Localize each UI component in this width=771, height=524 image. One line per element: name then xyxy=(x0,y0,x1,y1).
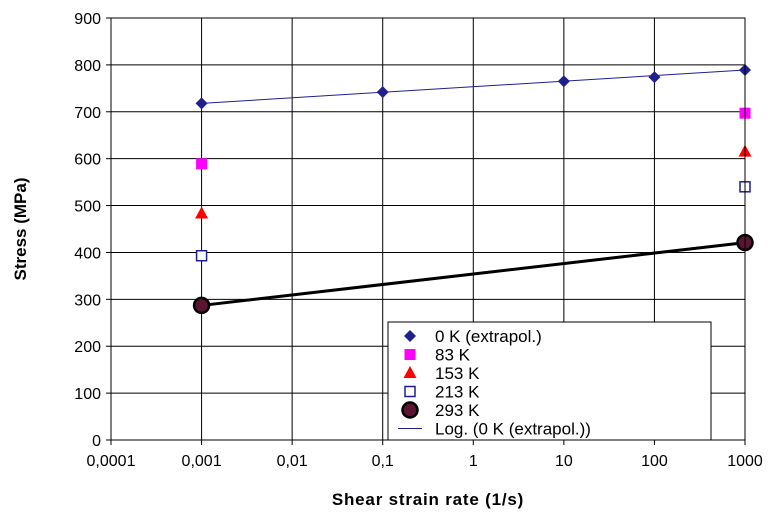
legend-label: 0 K (extrapol.) xyxy=(435,327,542,346)
legend-marker xyxy=(404,385,416,398)
y-tick-label: 200 xyxy=(74,339,101,356)
data-point xyxy=(195,97,208,110)
x-tick-label: 100 xyxy=(641,453,668,470)
x-tick-label: 0,001 xyxy=(182,453,222,470)
legend-label: 153 K xyxy=(435,364,480,383)
y-tick-label: 800 xyxy=(74,58,101,75)
x-tick-label: 0,0001 xyxy=(87,453,136,470)
legend-box xyxy=(387,321,712,441)
x-tick-label: 0,1 xyxy=(372,453,394,470)
x-axis-ticks: 0,0001 0,001 0,01 0,1 1 10 100 1000 xyxy=(87,440,763,470)
legend-label: 293 K xyxy=(435,401,480,420)
x-axis-title: Shear strain rate (1/s) xyxy=(332,490,524,509)
y-axis-ticks: 0 100 200 300 400 500 600 700 800 900 xyxy=(74,11,111,450)
x-tick-label: 1000 xyxy=(727,453,763,470)
y-axis-title: Stress (MPa) xyxy=(11,178,30,281)
legend-marker xyxy=(403,366,417,378)
data-point xyxy=(557,75,570,88)
data-point xyxy=(195,206,209,219)
legend-label: Log. (0 K (extrapol.)) xyxy=(435,420,591,439)
trendline xyxy=(201,241,746,307)
data-point xyxy=(196,158,208,170)
x-tick-label: 0,01 xyxy=(277,453,308,470)
data-point xyxy=(192,296,211,315)
y-tick-label: 500 xyxy=(74,199,101,216)
y-tick-label: 700 xyxy=(74,105,101,122)
legend-label: 83 K xyxy=(435,346,471,365)
data-point xyxy=(648,71,661,84)
y-tick-label: 300 xyxy=(74,292,101,309)
y-tick-label: 100 xyxy=(74,386,101,403)
x-tick-label: 1 xyxy=(469,453,478,470)
legend-marker xyxy=(401,401,419,419)
y-tick-label: 400 xyxy=(74,245,101,262)
legend-marker xyxy=(404,330,416,342)
legend-label: 213 K xyxy=(435,383,480,402)
y-tick-label: 0 xyxy=(92,433,101,450)
legend-marker xyxy=(404,349,416,360)
data-point xyxy=(376,86,389,99)
y-tick-label: 900 xyxy=(74,11,101,28)
y-tick-label: 600 xyxy=(74,152,101,169)
x-tick-label: 10 xyxy=(555,453,573,470)
grid xyxy=(111,18,745,440)
data-point xyxy=(195,249,208,262)
